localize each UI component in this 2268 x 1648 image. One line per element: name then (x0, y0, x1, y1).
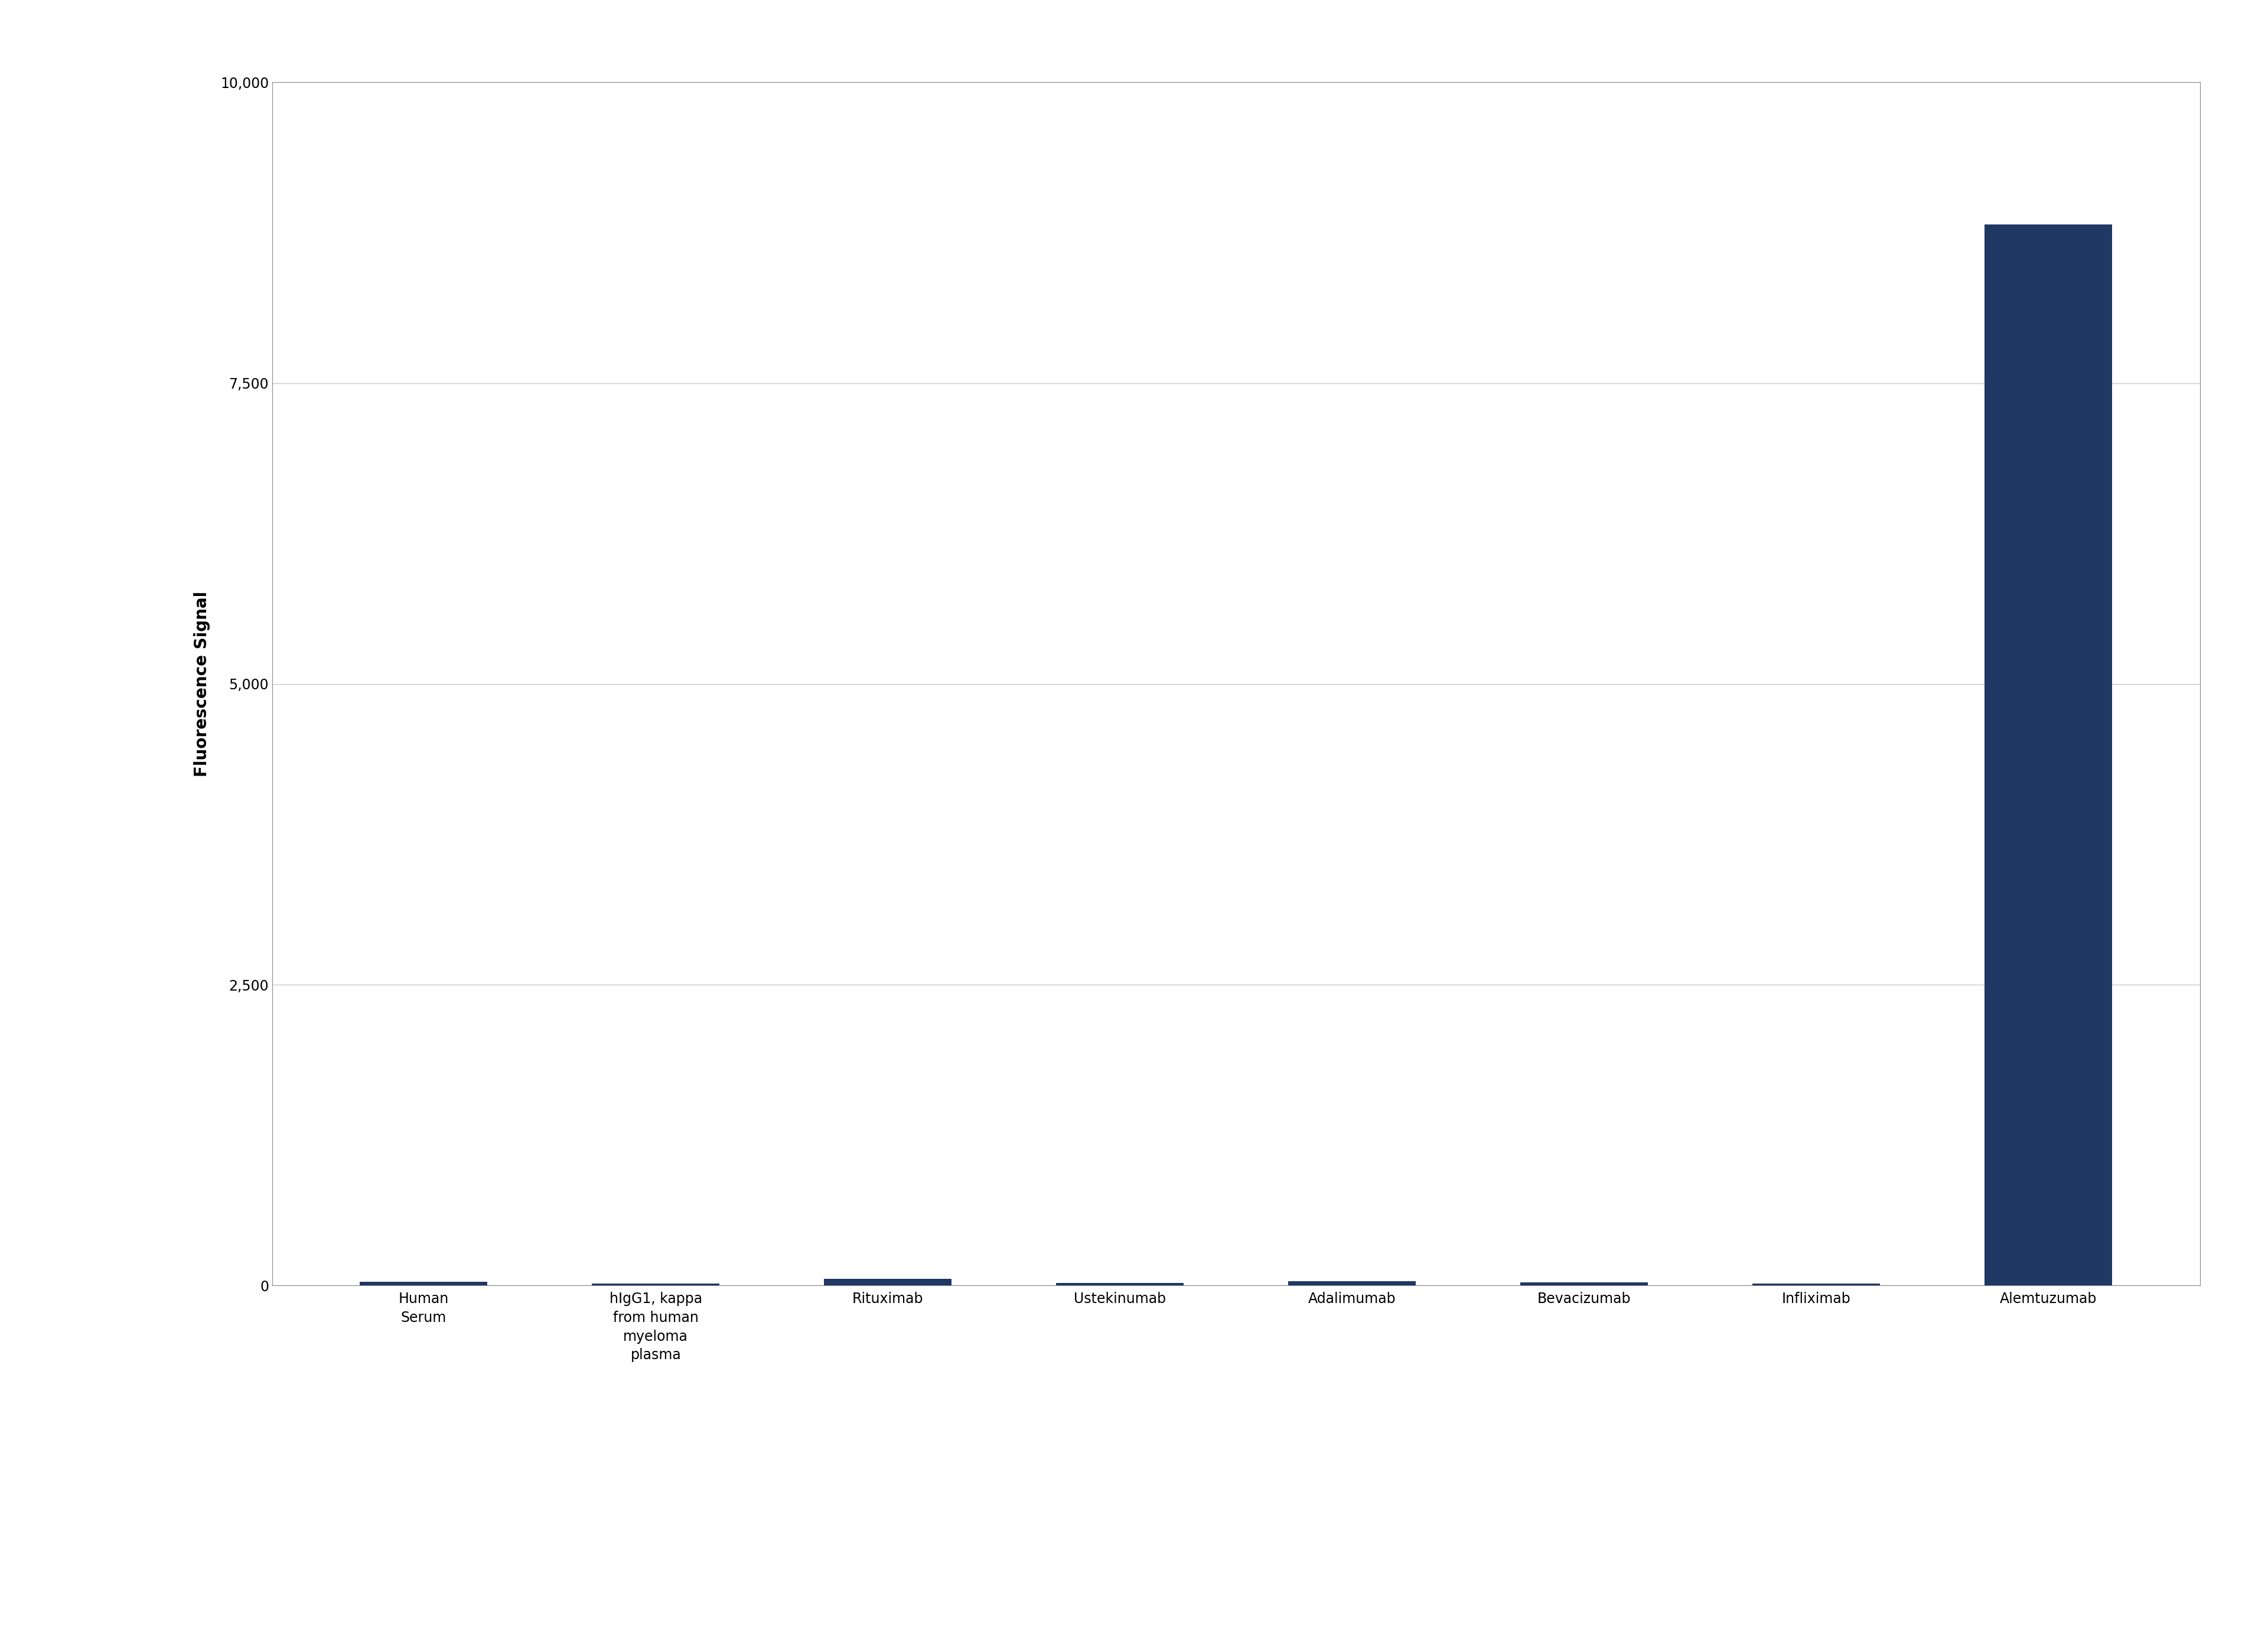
Bar (823, 1279, 953, 1285)
Bar (1984, 224, 2112, 1285)
Bar (1057, 1284, 1184, 1285)
Bar (361, 1282, 488, 1285)
Bar (1520, 1282, 1649, 1285)
Bar (1753, 1284, 1880, 1285)
Bar (592, 1284, 719, 1285)
Bar (1288, 1280, 1415, 1285)
Y-axis label: Fluorescence Signal: Fluorescence Signal (195, 592, 211, 776)
